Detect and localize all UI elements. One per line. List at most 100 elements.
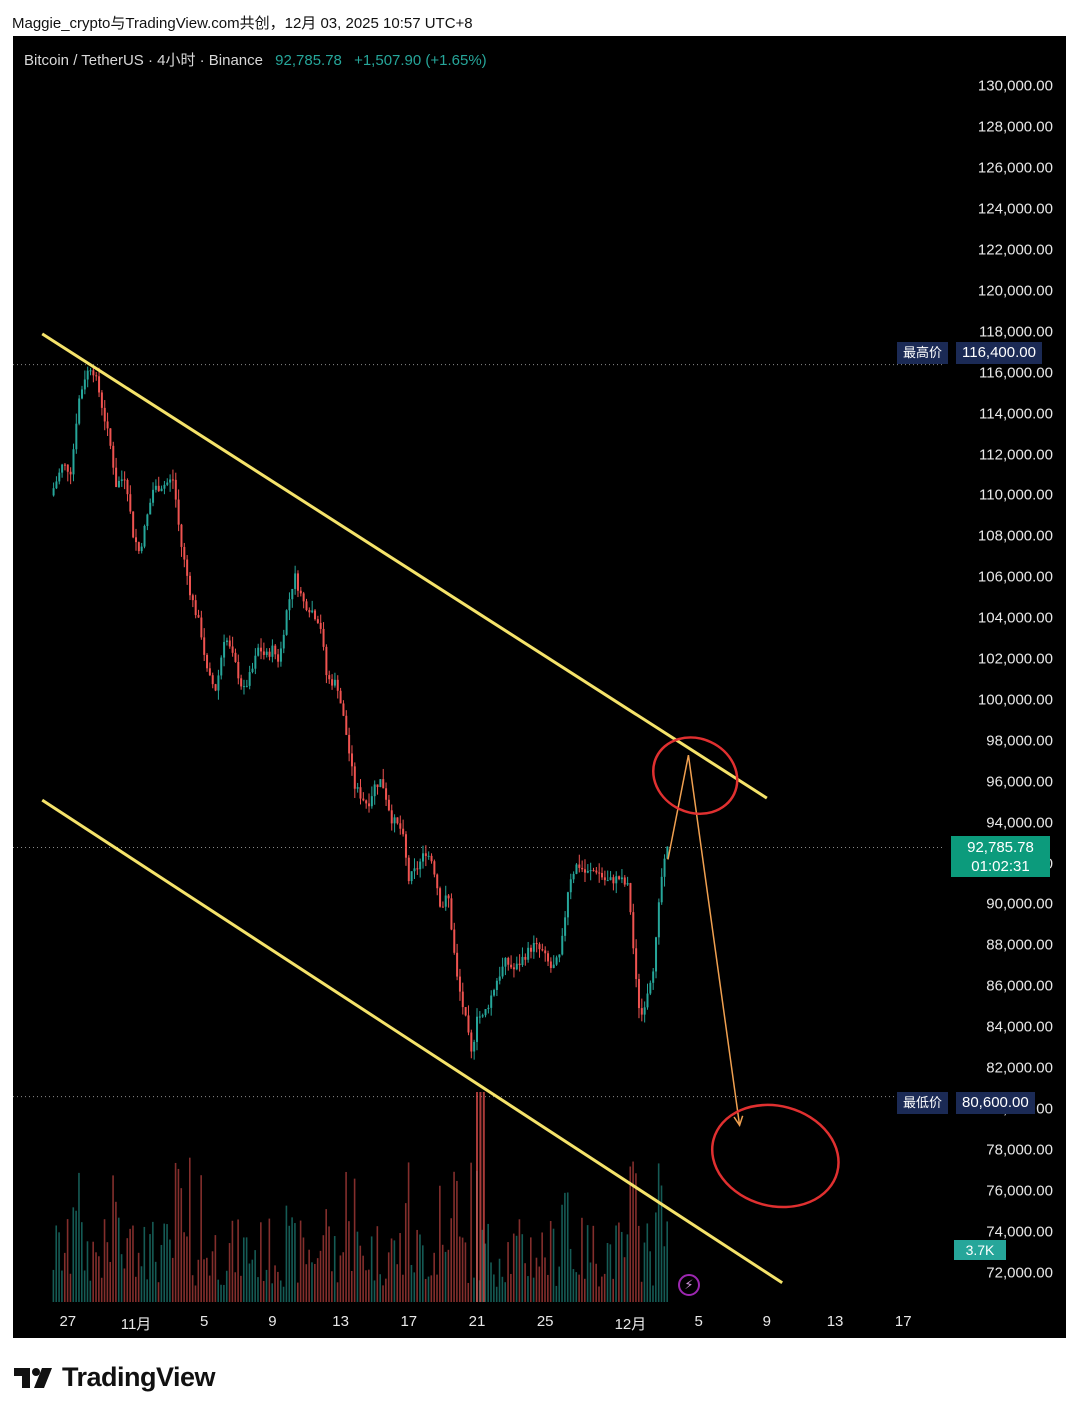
tradingview-logo[interactable]: TradingView	[14, 1362, 216, 1393]
volume-bar	[450, 1218, 453, 1302]
volume-bar	[228, 1243, 231, 1302]
volume-bar	[487, 1223, 489, 1302]
volume-bar	[612, 1278, 614, 1302]
candle-body	[512, 967, 515, 970]
y-tick-label: 110,000.00	[979, 486, 1053, 504]
chart-canvas[interactable]	[13, 36, 1066, 1338]
volume-bar	[143, 1226, 146, 1302]
volume-bar	[305, 1264, 308, 1302]
candle-body	[52, 488, 55, 496]
volume-bar	[117, 1217, 120, 1302]
candle-body	[655, 937, 658, 972]
volume-bar	[382, 1285, 384, 1302]
bar-countdown: 01:02:31	[971, 858, 1030, 875]
candle-body	[285, 610, 288, 635]
volume-bar	[538, 1266, 541, 1302]
candle-body	[396, 817, 399, 824]
volume-bar	[606, 1243, 609, 1302]
volume-bar	[544, 1257, 546, 1302]
volume-bar	[296, 1282, 299, 1302]
candle-body	[404, 834, 407, 858]
y-tick-label: 82,000.00	[986, 1059, 1053, 1077]
volume-bar	[510, 1273, 512, 1302]
candle-body	[206, 654, 209, 669]
candle-body	[359, 787, 362, 799]
candle-body	[458, 976, 461, 992]
chart-panel[interactable]: Bitcoin / TetherUS · 4小时 · Binance 92,78…	[13, 36, 1066, 1338]
volume-bar	[92, 1241, 94, 1302]
volume-bar	[402, 1274, 404, 1302]
volume-bar	[279, 1280, 282, 1302]
candle-body	[66, 464, 69, 472]
volume-tag: 3.7K	[954, 1240, 1006, 1260]
volume-bar	[342, 1252, 345, 1302]
lightning-icon[interactable]: ⚡	[678, 1274, 700, 1296]
candle-body	[194, 600, 197, 616]
candle-body	[171, 479, 174, 481]
candle-body	[350, 753, 353, 767]
volume-bar	[387, 1252, 390, 1302]
candle-body	[183, 546, 186, 560]
candle-body	[106, 421, 109, 429]
candle-body	[586, 870, 589, 873]
symbol-label: Bitcoin / TetherUS · 4小时 · Binance	[24, 52, 263, 69]
volume-bar	[197, 1259, 200, 1302]
candle-body	[314, 610, 317, 620]
candle-body	[566, 892, 569, 918]
volume-bar	[453, 1171, 455, 1302]
candle-body	[245, 685, 248, 687]
candle-body	[612, 877, 615, 884]
volume-bar	[311, 1262, 313, 1302]
volume-bar	[171, 1257, 174, 1302]
volume-bar	[319, 1250, 322, 1302]
candle-body	[461, 991, 464, 1008]
candle-body	[362, 798, 365, 801]
candle-body	[177, 499, 180, 525]
candle-body	[578, 864, 581, 868]
candle-body	[291, 588, 294, 600]
volume-bar	[629, 1166, 632, 1302]
candle-body	[601, 872, 604, 878]
volume-bar	[652, 1285, 654, 1302]
candle-body	[433, 861, 436, 875]
symbol-legend[interactable]: Bitcoin / TetherUS · 4小时 · Binance 92,78…	[24, 49, 487, 70]
volume-bar	[515, 1235, 518, 1302]
candle-body	[652, 971, 655, 983]
volume-bar	[183, 1232, 185, 1302]
volume-bar	[589, 1262, 592, 1302]
volume-bar	[473, 1277, 475, 1302]
y-tick-label: 108,000.00	[977, 527, 1053, 545]
candle-body	[595, 870, 598, 873]
y-tick-label: 104,000.00	[977, 609, 1053, 627]
candle-body	[481, 1015, 484, 1017]
volume-bar	[356, 1231, 359, 1302]
candle-body	[98, 376, 101, 393]
volume-bar	[200, 1175, 202, 1302]
candle-body	[547, 953, 550, 962]
volume-bar	[521, 1234, 524, 1302]
candle-body	[265, 651, 268, 655]
volume-bar	[234, 1272, 237, 1302]
candle-body	[518, 963, 521, 966]
volume-bar	[657, 1163, 660, 1302]
volume-bar	[609, 1244, 612, 1302]
volume-bar	[643, 1242, 646, 1302]
volume-bar	[126, 1238, 129, 1302]
candle-body	[407, 857, 410, 882]
volume-bar	[140, 1266, 143, 1302]
volume-bar	[376, 1226, 379, 1302]
volume-bar	[632, 1161, 634, 1302]
volume-bar	[439, 1185, 441, 1302]
volume-bar	[302, 1237, 305, 1302]
candle-body	[478, 1016, 481, 1018]
candle-body	[558, 954, 561, 958]
projection-path	[667, 755, 741, 1126]
candles	[52, 366, 669, 1060]
candle-body	[166, 482, 169, 485]
volume-bar	[581, 1217, 583, 1302]
candle-body	[231, 646, 234, 653]
volume-bar	[618, 1222, 620, 1302]
volume-bar	[194, 1285, 197, 1302]
volume-bar	[169, 1239, 171, 1302]
candle-body	[115, 467, 118, 488]
